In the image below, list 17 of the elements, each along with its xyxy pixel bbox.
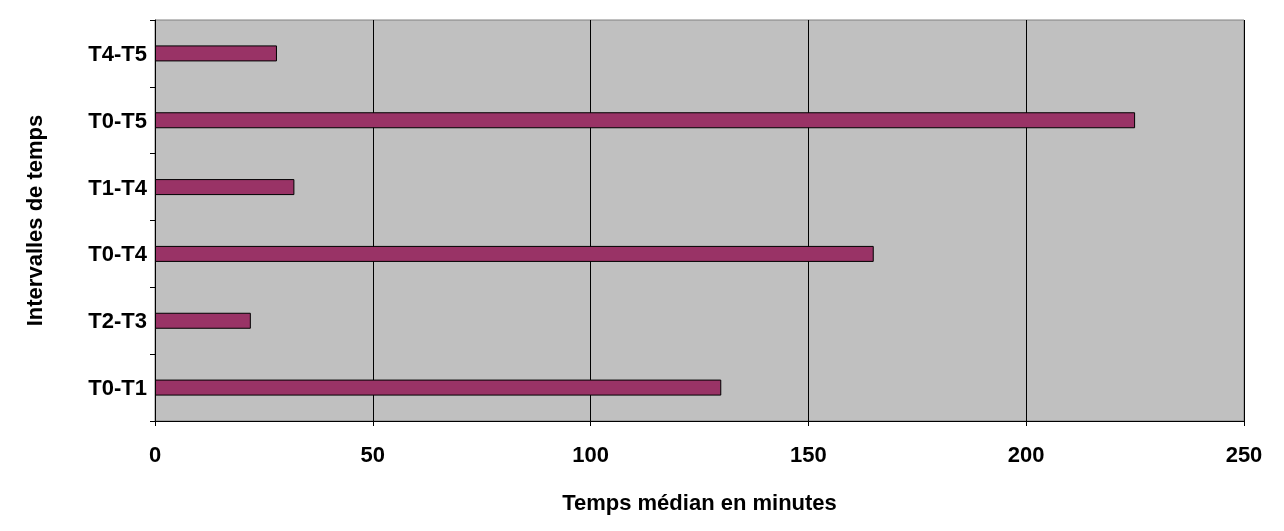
x-tick-label: 150: [790, 441, 827, 467]
y-tick-label: T0-T5: [88, 107, 147, 133]
y-axis-title: Intervalles de temps: [21, 114, 47, 327]
y-tick-label: T1-T4: [88, 174, 148, 200]
bar: [155, 179, 295, 196]
y-tick-label: T0-T4: [88, 241, 148, 267]
x-axis-title: Temps médian en minutes: [562, 489, 837, 515]
y-tick-label: T2-T3: [88, 308, 147, 334]
x-tick-label: 50: [360, 441, 386, 467]
y-tick-label: T4-T5: [88, 40, 147, 66]
bar: [155, 312, 251, 329]
x-tick-label: 250: [1225, 441, 1263, 467]
x-tick-label: 200: [1007, 441, 1045, 467]
bar: [155, 45, 277, 62]
x-tick-label: 0: [148, 441, 162, 467]
x-tick-label: 100: [572, 441, 609, 467]
y-tick-label: T0-T1: [88, 375, 147, 401]
